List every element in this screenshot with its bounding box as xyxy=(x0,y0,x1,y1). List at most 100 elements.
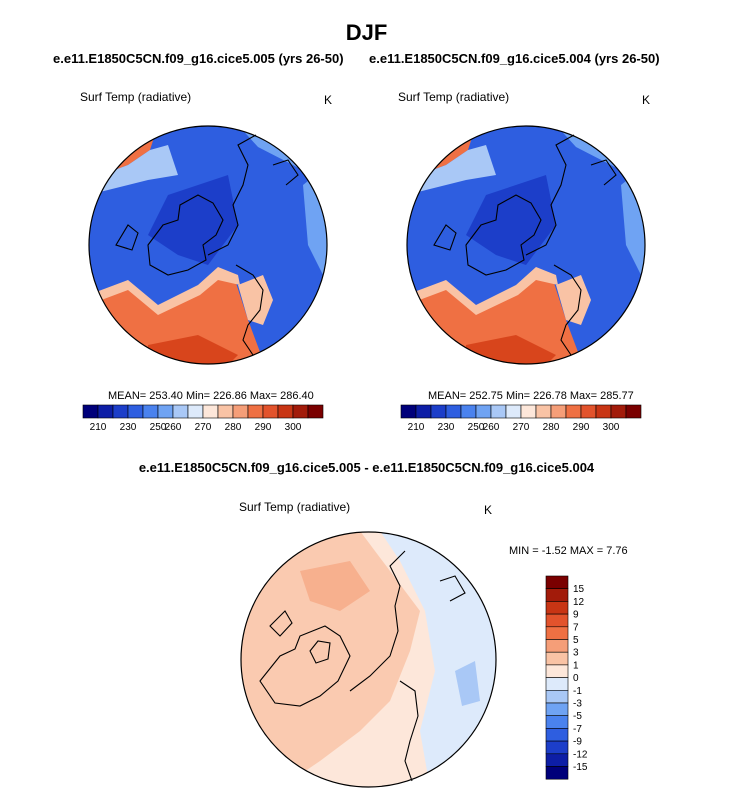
colorbar-right-tick-label: 290 xyxy=(573,422,590,433)
colorbar-left-swatch xyxy=(112,404,129,419)
colorbar-diff-tick-label: -1 xyxy=(573,686,582,697)
panel-right-stats: MEAN= 252.75 Min= 226.78 Max= 285.77 xyxy=(428,390,634,402)
colorbar-right-swatch xyxy=(415,404,432,419)
colorbar-right-swatch xyxy=(505,404,522,419)
colorbar-left-tick-label: 300 xyxy=(285,422,302,433)
colorbar-left-swatch xyxy=(277,404,294,419)
panel-left-stats: MEAN= 253.40 Min= 226.86 Max= 286.40 xyxy=(108,390,314,402)
colorbar-right-tick-label: 300 xyxy=(603,422,620,433)
colorbar-right-tick-label: 250 xyxy=(468,422,485,433)
colorbar-left-swatch xyxy=(307,404,324,419)
colorbar-left-swatch xyxy=(187,404,204,419)
colorbar-diff-tick-label: 5 xyxy=(573,635,579,646)
colorbar-right-swatch xyxy=(445,404,462,419)
map-diff-field xyxy=(241,532,496,787)
colorbar-left-tick-label: 260 xyxy=(165,422,182,433)
colorbar-diff-swatch xyxy=(545,740,569,755)
panel-right-title: e.e11.E1850C5CN.f09_g16.cice5.004 (yrs 2… xyxy=(369,51,660,66)
colorbar-left-swatch xyxy=(262,404,279,419)
colorbar-diff-swatch xyxy=(545,753,569,767)
colorbar-diff-swatch xyxy=(545,766,569,780)
map-diff xyxy=(240,531,497,788)
colorbar-diff-swatch xyxy=(545,613,569,628)
colorbar-left-swatch xyxy=(127,404,144,419)
colorbar-right-swatch xyxy=(475,404,492,419)
colorbar-diff-tick-label: -12 xyxy=(573,749,588,760)
colorbar-left-swatch xyxy=(97,404,114,419)
colorbar-left-swatch xyxy=(202,404,219,419)
colorbar-right-tick-label: 210 xyxy=(408,422,425,433)
panel-diff-units: K xyxy=(484,503,493,517)
colorbar-diff-tick-label: -7 xyxy=(573,724,582,735)
main-title: DJF xyxy=(345,20,388,45)
map-right-field xyxy=(407,126,645,364)
colorbar-diff-tick-label: 12 xyxy=(573,597,585,608)
colorbar-right-swatch xyxy=(610,404,627,419)
colorbar-diff-swatch xyxy=(545,651,569,666)
colorbar-diff-tick-label: 7 xyxy=(573,622,579,633)
colorbar-diff-swatch xyxy=(545,575,569,589)
map-diff-border xyxy=(240,531,497,788)
colorbar-diff-tick-label: 3 xyxy=(573,648,579,659)
colorbar-left-tick-label: 230 xyxy=(120,422,137,433)
map-left-border xyxy=(88,125,328,365)
colorbar-diff-swatch xyxy=(545,639,569,653)
colorbar-diff-swatch xyxy=(545,588,569,602)
colorbar-left-swatch xyxy=(142,404,159,419)
colorbar-diff-swatch xyxy=(545,626,569,640)
colorbar-right-tick-label: 260 xyxy=(483,422,500,433)
panel-diff-variable-label: Surf Temp (radiative) xyxy=(239,500,351,514)
colorbar-left-tick-label: 250 xyxy=(150,422,167,433)
colorbar-diff-swatch xyxy=(545,702,569,716)
map-right-border xyxy=(406,125,646,365)
colorbar-diff-tick-label: -3 xyxy=(573,699,582,710)
colorbar-diff-tick-label: 0 xyxy=(573,673,579,684)
map-right xyxy=(406,125,646,365)
colorbar-diff: 15 12 97 5 31 0 -1 -3-5 -7 -9-12 -15 xyxy=(545,575,588,780)
colorbar-left-swatch xyxy=(292,404,309,419)
colorbar-right-swatch xyxy=(550,404,567,419)
panel-right-variable-label: Surf Temp (radiative) xyxy=(398,90,510,104)
colorbar-left-swatch xyxy=(232,404,249,419)
colorbar-right-swatch xyxy=(595,404,612,419)
colorbar-diff-swatch xyxy=(545,728,569,742)
colorbar-right-tick-label: 230 xyxy=(438,422,455,433)
map-left-field xyxy=(89,126,327,364)
colorbar-right-swatch xyxy=(430,404,447,419)
map-diff-coastlines xyxy=(259,550,466,782)
colorbar-right-tick-label: 270 xyxy=(513,422,530,433)
colorbar-right-swatch xyxy=(460,404,477,419)
map-right-coastlines xyxy=(433,134,617,356)
colorbar-left-swatch xyxy=(172,404,189,419)
colorbar-left-swatch xyxy=(247,404,264,419)
colorbar-left-tick-label: 280 xyxy=(225,422,242,433)
colorbar-left-tick-label: 270 xyxy=(195,422,212,433)
colorbar-diff-tick-label: 9 xyxy=(573,610,579,621)
colorbar-right-tick-label: 280 xyxy=(543,422,560,433)
colorbar-diff-tick-label: -9 xyxy=(573,737,582,748)
map-left xyxy=(88,125,328,365)
colorbar-right-swatch xyxy=(520,404,537,419)
map-left-coastlines xyxy=(115,134,299,356)
colorbar-diff-tick-label: -5 xyxy=(573,711,582,722)
panel-left-units: K xyxy=(324,93,333,107)
colorbar-diff-swatch xyxy=(545,715,569,729)
panel-left-variable-label: Surf Temp (radiative) xyxy=(80,90,192,104)
colorbar-left-swatch xyxy=(157,404,174,419)
colorbar-right-swatch xyxy=(400,404,417,419)
colorbar-right-swatch xyxy=(580,404,597,419)
colorbar-left-tick-label: 290 xyxy=(255,422,272,433)
colorbar-diff-swatch xyxy=(545,677,569,691)
colorbar-diff-swatch xyxy=(545,664,569,678)
colorbar-right-swatch xyxy=(565,404,582,419)
colorbar-diff-tick-label: -15 xyxy=(573,762,588,773)
colorbar-diff-tick-label: 15 xyxy=(573,584,585,595)
panel-right-units: K xyxy=(642,93,651,107)
colorbar-right-swatch xyxy=(490,404,507,419)
panel-diff-stats: MIN = -1.52 MAX = 7.76 xyxy=(509,545,628,557)
colorbar-diff-tick-label: 1 xyxy=(573,660,579,671)
colorbar-left-tick-label: 210 xyxy=(90,422,107,433)
colorbar-right-swatch xyxy=(535,404,552,419)
